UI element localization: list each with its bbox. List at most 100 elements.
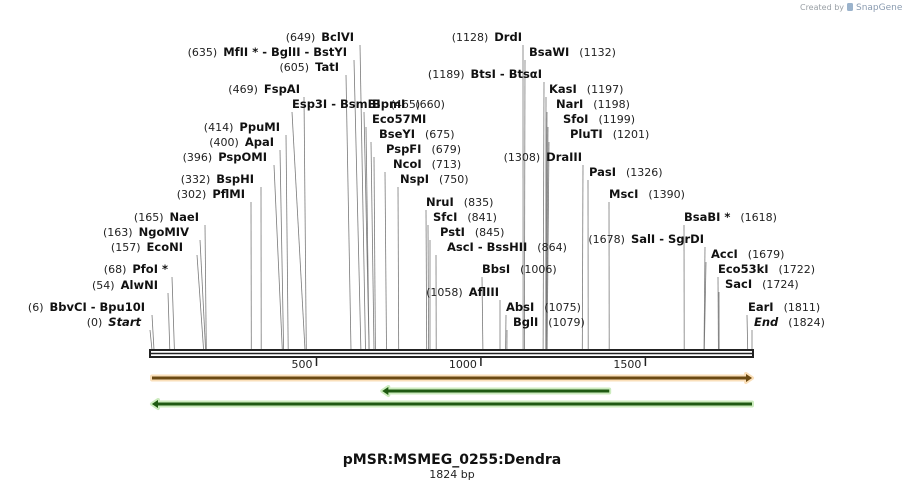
site-label-econi[interactable]: EcoNI xyxy=(147,240,183,254)
site-position-ppumi: (414) xyxy=(204,121,234,134)
site-position-naei: (165) xyxy=(134,211,164,224)
site-label-kasi[interactable]: KasI xyxy=(549,82,577,96)
site-label-bsawi[interactable]: BsaWI xyxy=(529,45,569,59)
leader-line-alwni xyxy=(167,292,171,351)
leader-line-apai xyxy=(279,149,284,351)
site-label-bgli[interactable]: BglI xyxy=(513,315,538,329)
green-feature-short[interactable] xyxy=(380,385,612,397)
site-position-nrui: (835) xyxy=(464,196,494,209)
site-label-start[interactable]: Start xyxy=(108,315,141,329)
leader-line-bsawi xyxy=(524,59,526,351)
site-label-sali-sgrdi[interactable]: SalI - SgrDI xyxy=(631,232,704,246)
site-label-esp3i-bsmbi[interactable]: Esp3I - BsmBI xyxy=(292,97,381,111)
site-label-ngomiv[interactable]: NgoMIV xyxy=(139,225,189,239)
site-label-naei[interactable]: NaeI xyxy=(170,210,199,224)
leader-line-acci xyxy=(703,261,707,351)
site-label-psti[interactable]: PstI xyxy=(440,225,465,239)
leader-line-mfii-bglii-bstyi xyxy=(353,59,362,351)
leader-line-bclvi xyxy=(359,44,366,351)
site-label-sfci[interactable]: SfcI xyxy=(433,210,457,224)
site-position-saci: (1724) xyxy=(762,278,799,291)
site-position-pluti: (1201) xyxy=(613,128,650,141)
site-label-msci[interactable]: MscI xyxy=(609,187,638,201)
site-label-fspai[interactable]: FspAI xyxy=(264,82,300,96)
site-labels: Start (0) BbvCI - Bpu10I (6) AlwNI (54) PfoI *… xyxy=(28,30,825,329)
site-position-bbvci-bpu10i: (6) xyxy=(28,301,44,314)
site-label-drdi[interactable]: DrdI xyxy=(494,30,522,44)
site-position-bbsi: (1006) xyxy=(520,263,557,276)
site-label-draiii[interactable]: DraIII xyxy=(546,150,582,164)
site-position-bsabi: (1618) xyxy=(740,211,777,224)
site-label-nspi[interactable]: NspI xyxy=(400,172,429,186)
map-title: pMSR:MSMEG_0255:Dendra xyxy=(343,452,561,468)
site-label-bpmi[interactable]: BpmI xyxy=(372,97,405,111)
site-position-pasi: (1326) xyxy=(626,166,663,179)
leader-line-pluti xyxy=(546,141,550,351)
green-feature-long-arrow xyxy=(152,400,752,408)
site-position-btsi-bts-i: (1189) xyxy=(428,68,465,81)
green-feature-long[interactable] xyxy=(150,398,754,410)
site-position-alwni: (54) xyxy=(92,279,115,292)
site-position-mfii-bglii-bstyi: (635) xyxy=(188,46,218,59)
leader-line-ppumi xyxy=(285,134,289,351)
leader-line-bbsi xyxy=(481,276,484,351)
site-position-draiii: (1308) xyxy=(504,151,541,164)
site-position-bgli: (1079) xyxy=(548,316,585,329)
site-label-nrui[interactable]: NruI xyxy=(426,195,454,209)
site-label-pasi[interactable]: PasI xyxy=(589,165,616,179)
site-position-ngomiv: (163) xyxy=(103,226,133,239)
site-label-pfoi[interactable]: PfoI * xyxy=(132,262,168,276)
leader-line-draiii xyxy=(581,164,584,351)
leader-line-tati xyxy=(345,74,352,351)
site-label-pflmi[interactable]: PflMI xyxy=(212,187,245,201)
site-label-mfii-bglii-bstyi[interactable]: MfII * - BglII - BstYI xyxy=(223,45,347,59)
ruler-tick-label-1500: 1500 xyxy=(613,358,641,371)
site-position-apai: (400) xyxy=(209,136,239,149)
site-position-pflmi: (302) xyxy=(177,188,207,201)
orange-feature[interactable] xyxy=(150,372,754,384)
site-label-bseyi[interactable]: BseYI xyxy=(379,127,415,141)
site-label-saci[interactable]: SacI xyxy=(725,277,752,291)
site-label-alwni[interactable]: AlwNI xyxy=(121,278,158,292)
leader-line-pspomi xyxy=(273,164,283,351)
site-label-eco53ki[interactable]: Eco53kI xyxy=(718,262,769,276)
site-position-sfci: (841) xyxy=(467,211,497,224)
site-label-afliii[interactable]: AflIII xyxy=(469,285,499,299)
site-label-pspomi[interactable]: PspOMI xyxy=(218,150,267,164)
ruler-tick-label-1000: 1000 xyxy=(449,358,477,371)
site-label-pluti[interactable]: PluTI xyxy=(570,127,603,141)
site-label-btsi-bts-i[interactable]: BtsI - BtsαI xyxy=(471,67,542,81)
site-label-ncoi[interactable]: NcoI xyxy=(393,157,422,171)
site-label-bbsi[interactable]: BbsI xyxy=(482,262,510,276)
snapgene-logo-icon xyxy=(847,3,853,11)
site-label-absi[interactable]: AbsI xyxy=(506,300,534,314)
site-position-acci: (1679) xyxy=(748,248,785,261)
site-label-bsabi[interactable]: BsaBI * xyxy=(684,210,730,224)
site-label-sfoi[interactable]: SfoI xyxy=(563,112,588,126)
site-label-end[interactable]: End xyxy=(754,315,779,329)
leader-line-pspfi xyxy=(373,156,376,351)
site-label-tati[interactable]: TatI xyxy=(315,60,339,74)
site-label-eco57mi[interactable]: Eco57MI xyxy=(372,112,426,126)
site-label-bclvi[interactable]: BclVI xyxy=(321,30,354,44)
site-label-bbvci-bpu10i[interactable]: BbvCI - Bpu10I xyxy=(50,300,145,314)
site-position-eco53ki: (1722) xyxy=(779,263,816,276)
site-position-fspai: (469) xyxy=(228,83,258,96)
site-label-bsphi[interactable]: BspHI xyxy=(216,172,254,186)
site-label-pspfi[interactable]: PspFI xyxy=(386,142,421,156)
site-label-asci-bsshii[interactable]: AscI - BssHII xyxy=(447,240,527,254)
snapgene-watermark: Created by SnapGene xyxy=(800,3,903,13)
site-position-bpmi: (660) xyxy=(415,98,445,111)
site-label-eari[interactable]: EarI xyxy=(748,300,774,314)
site-label-nari[interactable]: NarI xyxy=(556,97,583,111)
site-position-asci-bsshii: (864) xyxy=(537,241,567,254)
site-position-kasi: (1197) xyxy=(587,83,624,96)
watermark-prefix: Created by xyxy=(800,3,844,12)
site-label-acci[interactable]: AccI xyxy=(711,247,738,261)
leader-line-btsi-bts-i xyxy=(542,81,545,351)
site-label-apai[interactable]: ApaI xyxy=(245,135,274,149)
site-label-ppumi[interactable]: PpuMI xyxy=(239,120,280,134)
site-position-tati: (605) xyxy=(280,61,310,74)
site-position-end: (1824) xyxy=(788,316,825,329)
